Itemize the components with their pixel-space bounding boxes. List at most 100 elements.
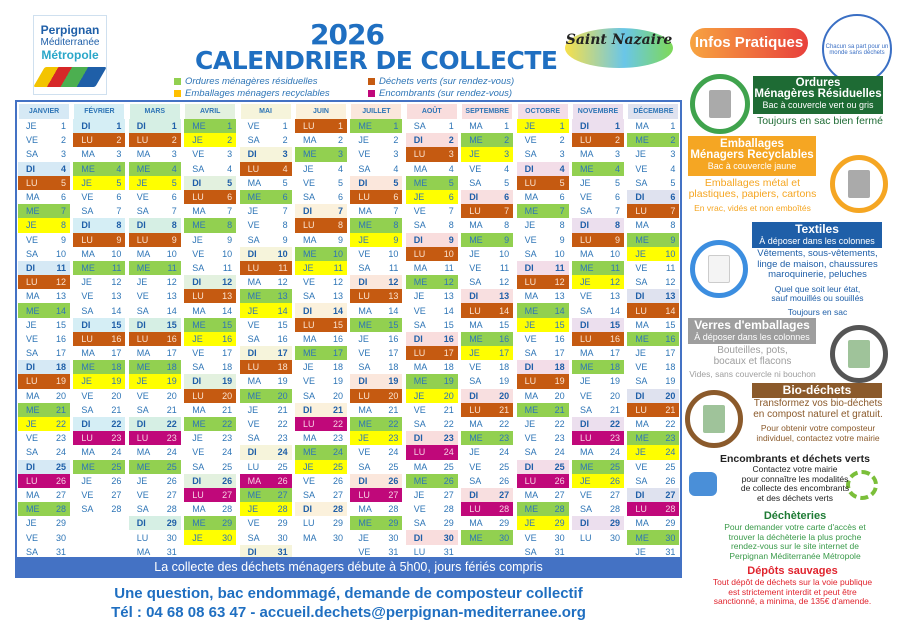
day-number: 4	[116, 163, 122, 174]
day-cell: MA 13	[18, 289, 70, 303]
day-number: 19	[388, 376, 399, 387]
month-header: AVRIL	[185, 104, 236, 119]
weekday-label: DI	[358, 177, 368, 188]
weekday-label: JE	[469, 149, 480, 160]
day-number: 24	[609, 447, 620, 458]
day-number: 10	[609, 248, 620, 259]
verre-note: Bouteilles, pots, bocaux et flacons Vide…	[685, 345, 820, 380]
weekday-label: VE	[358, 546, 371, 557]
day-cell: VE 10	[350, 247, 402, 261]
note-line: Vêtements, sous-vêtements,	[757, 248, 878, 259]
day-number: 1	[227, 121, 233, 132]
day-cell: DI 20	[461, 388, 514, 403]
weekday-label: VE	[524, 135, 537, 146]
weekday-label: JE	[580, 177, 591, 188]
weekday-label: SA	[26, 149, 39, 160]
weekday-label: JE	[136, 277, 148, 288]
month-header: MARS	[129, 104, 180, 119]
weekday-label: LU	[192, 291, 204, 302]
day-number: 1	[116, 121, 122, 132]
day-number: 17	[55, 348, 66, 359]
weekday-label: DI	[635, 390, 645, 401]
day-number: 12	[499, 277, 510, 288]
weekday-label: ME	[413, 177, 428, 188]
weekday-label: JE	[26, 121, 37, 132]
day-number: 6	[670, 192, 676, 203]
weekday-label: LU	[136, 234, 149, 245]
weekday-label: JE	[524, 518, 536, 529]
weekday-label: VE	[303, 475, 316, 486]
weekday-label: SA	[413, 518, 426, 529]
day-number: 9	[337, 234, 343, 245]
day-number: 30	[332, 532, 343, 543]
weekday-label: VE	[81, 291, 94, 302]
weekday-label: MA	[247, 475, 262, 486]
day-cell: VE 26	[295, 474, 347, 488]
note-line: linge de maison, chaussures	[757, 258, 878, 270]
day-number: 12	[111, 277, 122, 288]
weekday-label: VE	[26, 135, 39, 146]
day-cell: MA 3	[572, 147, 624, 161]
day-cell: ME 8	[350, 218, 403, 233]
weekday-label: DI	[413, 333, 423, 344]
day-number: 28	[111, 504, 122, 515]
day-cell: LU 23	[572, 431, 624, 446]
day-cell: DI 17	[239, 346, 292, 361]
day-number: 12	[222, 277, 233, 288]
day-cell: VE 5	[295, 176, 347, 190]
weekday-label: ME	[247, 390, 262, 401]
day-cell: JE 9	[184, 233, 236, 247]
day-cell: ME 25	[73, 459, 126, 474]
day-cell: LU 27	[184, 487, 237, 503]
day-cell: VE 6	[572, 190, 624, 204]
day-cell: SA 7	[129, 204, 181, 218]
weekday-label: VE	[247, 220, 260, 231]
weekday-label: DI	[469, 390, 479, 401]
day-number: 4	[614, 163, 620, 174]
day-cell: SA 21	[572, 403, 624, 417]
note-line: Quel que soit leur état,	[774, 283, 861, 294]
weekday-label: JE	[358, 135, 369, 146]
day-cell: VE 23	[18, 431, 70, 445]
note-line: Bouteilles, pots,	[717, 345, 788, 356]
weekday-label: JE	[469, 447, 480, 458]
page-title: CALENDRIER DE COLLECTE	[195, 46, 558, 75]
day-number: 7	[227, 206, 233, 217]
weekday-label: VE	[26, 433, 39, 444]
day-number: 24	[443, 447, 454, 458]
day-cell: JE 10	[461, 247, 513, 261]
day-number: 31	[55, 546, 66, 557]
day-number: 16	[665, 333, 676, 344]
day-number: 26	[332, 475, 343, 486]
day-cell: MA 16	[295, 332, 347, 346]
day-cell: SA 14	[572, 303, 624, 317]
weekday-label: VE	[469, 262, 482, 273]
day-number: 21	[388, 404, 399, 415]
day-cell: DI 9	[405, 232, 458, 247]
day-cell: JE 6	[405, 189, 458, 205]
day-number: 23	[609, 433, 620, 444]
weekday-label: SA	[413, 220, 426, 231]
weekday-label: LU	[192, 489, 204, 500]
day-number: 4	[337, 163, 343, 174]
logo-line: Métropole	[41, 48, 99, 62]
emballages-title: Ménagers Recyclables	[690, 149, 814, 161]
note-line: bocaux et flacons	[713, 355, 792, 367]
day-number: 17	[332, 348, 343, 359]
day-number: 7	[337, 206, 343, 217]
weekday-label: VE	[136, 390, 149, 401]
day-number: 11	[278, 262, 288, 273]
weekday-label: MA	[524, 291, 539, 302]
weekday-label: LU	[413, 447, 426, 458]
day-cell: LU 28	[627, 502, 680, 517]
day-cell: VE 1	[240, 119, 292, 133]
day-cell: JE 17	[461, 346, 514, 361]
weekday-label: LU	[136, 333, 149, 344]
day-cell: ME 25	[572, 459, 624, 474]
day-number: 12	[166, 277, 177, 288]
day-number: 26	[55, 475, 66, 486]
weekday-label: DI	[247, 248, 257, 259]
day-cell: JE 2	[350, 133, 402, 147]
day-cell: ME 1	[184, 119, 237, 134]
day-number: 29	[388, 518, 399, 529]
